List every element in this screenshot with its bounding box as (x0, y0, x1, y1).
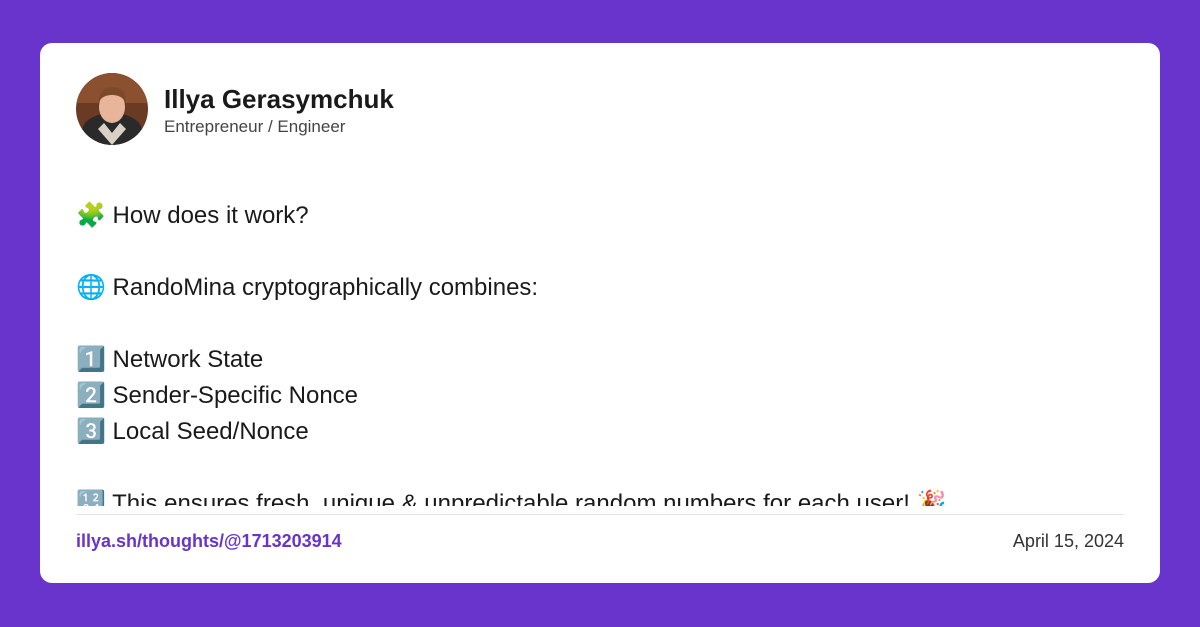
paragraph: 🧩 How does it work? (76, 198, 1126, 234)
author-name: Illya Gerasymchuk (164, 84, 394, 114)
post-date: April 15, 2024 (1012, 531, 1124, 551)
card: Illya Gerasymchuk Entrepreneur / Enginee… (40, 43, 1160, 583)
avatar (76, 73, 148, 145)
paragraph: 🔢 This ensures fresh, unique & unpredict… (76, 486, 1126, 506)
text-line: 🔢 This ensures fresh, unique & unpredict… (76, 490, 947, 506)
text-line: 3️⃣ Local Seed/Nonce (76, 418, 309, 445)
author-role: Entrepreneur / Engineer (164, 117, 346, 136)
paragraph: 🌐 RandoMina cryptographically combines: (76, 270, 1126, 306)
post-body: 🧩 How does it work? 🌐 RandoMina cryptogra… (76, 198, 1126, 506)
text-line: 🧩 How does it work? (76, 202, 309, 229)
post-link[interactable]: illya.sh/thoughts/@1713203914 (76, 531, 342, 551)
text-line: 🌐 RandoMina cryptographically combines: (76, 274, 539, 301)
divider (76, 514, 1124, 515)
text-line: 2️⃣ Sender-Specific Nonce (76, 382, 359, 409)
text-line: 1️⃣ Network State (76, 346, 264, 373)
paragraph: 1️⃣ Network State 2️⃣ Sender-Specific Non… (76, 342, 1126, 450)
